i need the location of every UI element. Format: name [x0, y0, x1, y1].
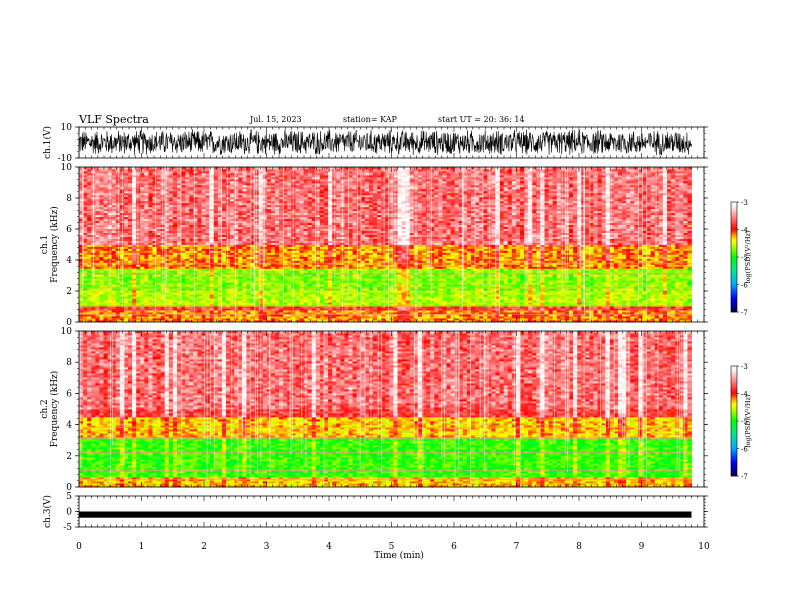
- waveform-ch1-ylabel: ch.1(V): [42, 126, 53, 159]
- waveform-ch1-line: [79, 129, 692, 155]
- panel-time-ticks: [79, 127, 704, 158]
- y-tick-label: 10: [61, 123, 73, 133]
- vlf-figure: -1010ch.1(V)0246810ch.1 Frequency (kHz)-3…: [0, 0, 792, 612]
- spectrogram-ch1: [79, 167, 692, 322]
